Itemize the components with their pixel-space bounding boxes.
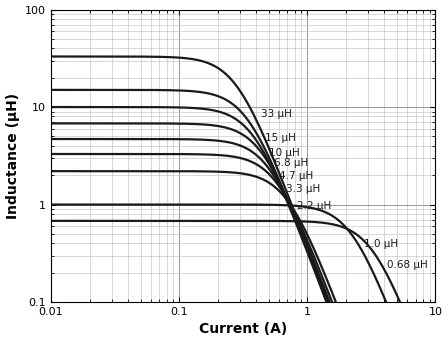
Text: 10 μH: 10 μH [269,148,300,158]
Text: 4.7 μH: 4.7 μH [279,171,314,181]
Y-axis label: Inductance (μH): Inductance (μH) [5,93,20,219]
Text: 1.0 μH: 1.0 μH [364,239,398,249]
Text: 2.2 μH: 2.2 μH [297,201,331,211]
Text: 15 μH: 15 μH [265,133,296,143]
X-axis label: Current (A): Current (A) [199,323,287,337]
Text: 0.68 μH: 0.68 μH [387,260,428,270]
Text: 6.8 μH: 6.8 μH [274,158,308,168]
Text: 3.3 μH: 3.3 μH [286,184,320,194]
Text: 33 μH: 33 μH [261,109,292,119]
